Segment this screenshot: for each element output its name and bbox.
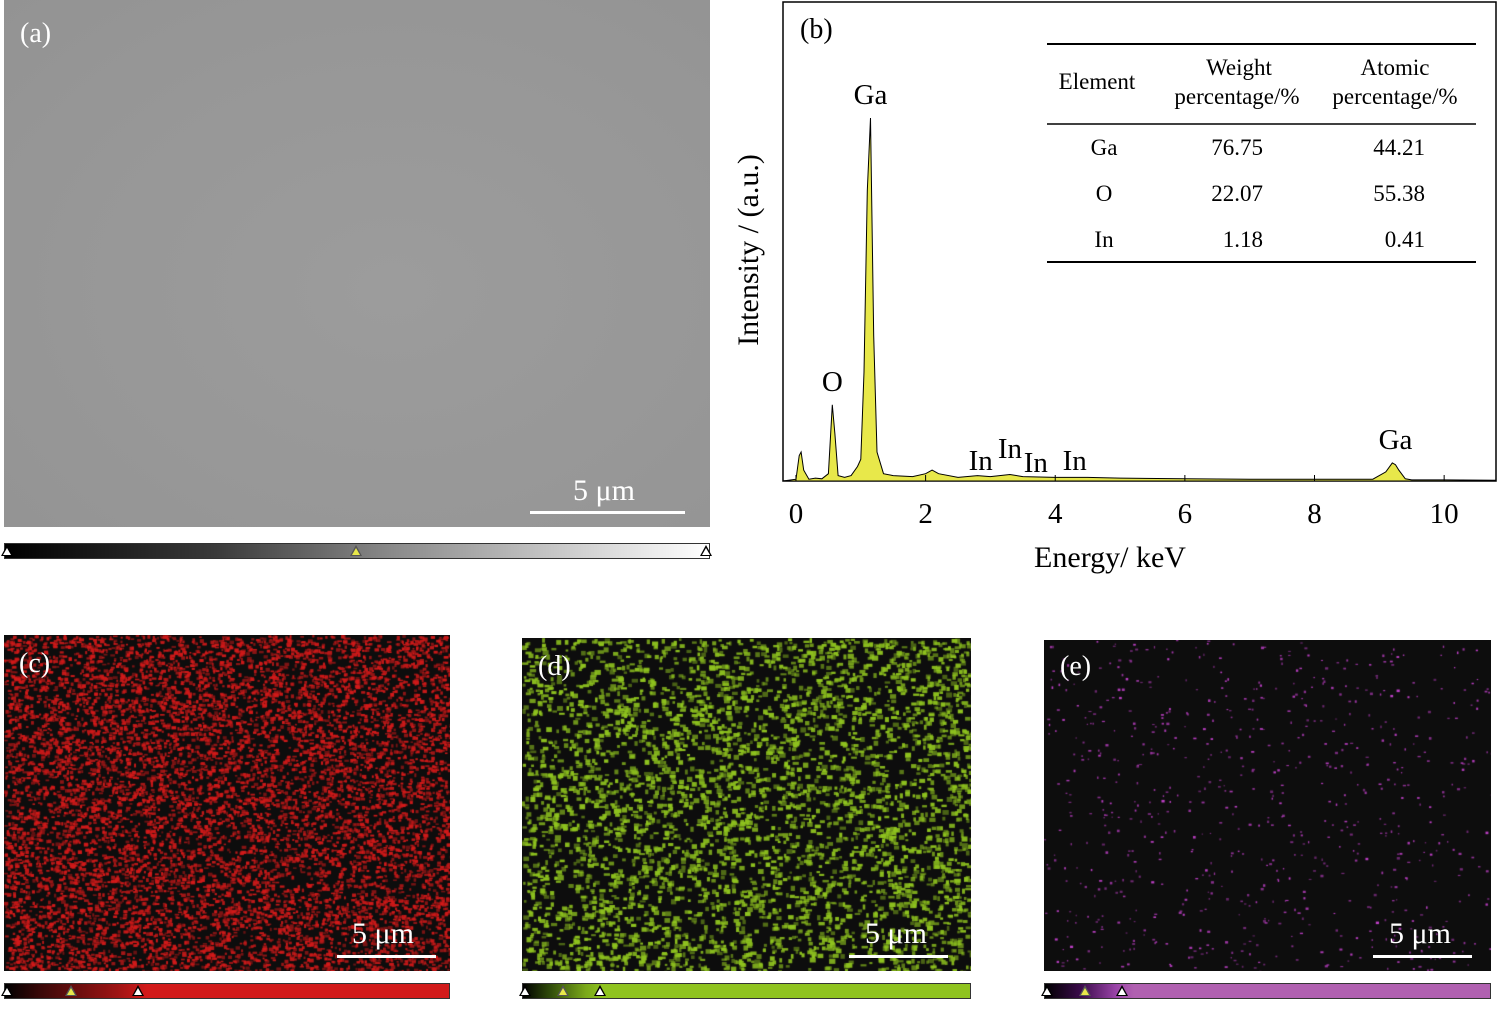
panel-label-b: (b): [800, 14, 833, 45]
scalebar-c: [337, 955, 436, 958]
o-map-panel: (d) 5 μm: [522, 638, 971, 971]
colorbar-marker-icon: [594, 985, 606, 996]
scalebar-e: [1373, 955, 1472, 958]
table-header-element: Element: [1059, 69, 1136, 94]
ga-map-panel: (c) 5 μm: [4, 635, 450, 971]
y-axis-label: Intensity / (a.u.): [732, 154, 765, 346]
colorbar-marker-icon: [1, 545, 13, 556]
colorbar-marker-icon: [1, 985, 13, 996]
table-cell: 0.41: [1385, 227, 1425, 252]
x-tick-label: 4: [1048, 498, 1063, 530]
peak-label: In: [998, 433, 1023, 465]
element-map-canvas: [4, 635, 450, 971]
table-cell: O: [1096, 181, 1113, 206]
scalebar-a: [530, 511, 685, 514]
x-tick-label: 0: [789, 498, 804, 530]
x-tick-label: 6: [1178, 498, 1193, 530]
x-tick-label: 2: [918, 498, 933, 530]
colorbar-e: [1041, 983, 1491, 999]
peak-label: In: [969, 445, 994, 477]
peak-label: Ga: [1379, 424, 1413, 456]
x-tick-label: 8: [1307, 498, 1322, 530]
eds-spectrum-panel: (b) O Ga In In In In Ga 0 2 4 6 8 10 Energy/ keV In…: [720, 0, 1500, 600]
spectrum-series: [782, 117, 1497, 482]
peak-label: O: [822, 366, 843, 398]
x-tick-label: 10: [1430, 498, 1459, 530]
x-axis-label: Energy/ keV: [1034, 541, 1186, 574]
element-map-canvas: [1044, 640, 1491, 971]
scalebar-label-d: 5 μm: [865, 917, 927, 950]
table-cell: Ga: [1091, 135, 1118, 160]
sem-image-panel: (a) 5 μm: [4, 0, 710, 527]
colorbar-marker-icon: [519, 985, 531, 996]
element-map-canvas: [522, 638, 971, 971]
panel-label-d: (d): [538, 651, 571, 682]
table-cell: In: [1094, 227, 1114, 252]
peak-label: In: [1063, 445, 1088, 477]
colorbar-marker-icon: [557, 985, 569, 996]
panel-label-e: (e): [1060, 651, 1092, 682]
table-header-weight-1: Weight: [1206, 55, 1272, 80]
peak-label: In: [1024, 447, 1049, 479]
colorbar-marker-icon: [132, 985, 144, 996]
colorbar-marker-icon: [1041, 985, 1053, 996]
scalebar-label-c: 5 μm: [352, 917, 414, 950]
table-cell: 76.75: [1211, 135, 1263, 160]
table-header-atomic-2: percentage/%: [1332, 84, 1457, 109]
table-cell: 44.21: [1373, 135, 1425, 160]
table-cell: 55.38: [1373, 181, 1425, 206]
table-header-atomic-1: Atomic: [1361, 55, 1430, 80]
colorbar-marker-icon: [1079, 985, 1091, 996]
scalebar-label-e: 5 μm: [1389, 917, 1451, 950]
table-cell: 22.07: [1211, 181, 1263, 206]
panel-label-a: (a): [20, 18, 52, 49]
colorbar-a: [1, 543, 712, 559]
colorbar-marker-icon: [65, 985, 77, 996]
panel-label-c: (c): [19, 648, 51, 679]
in-map-panel: (e) 5 μm: [1044, 640, 1491, 971]
composition-table: Element Weight percentage/% Atomic perce…: [1047, 43, 1476, 263]
scalebar-d: [849, 955, 948, 958]
table-header-weight-2: percentage/%: [1174, 84, 1299, 109]
table-cell: 1.18: [1223, 227, 1263, 252]
colorbar-marker-icon: [1116, 985, 1128, 996]
colorbar-d: [519, 983, 971, 999]
peak-label: Ga: [854, 79, 888, 111]
colorbar-marker-icon: [350, 545, 362, 556]
colorbar-c: [1, 983, 450, 999]
colorbar-marker-icon: [700, 545, 712, 556]
scalebar-label-a: 5 μm: [573, 474, 635, 507]
